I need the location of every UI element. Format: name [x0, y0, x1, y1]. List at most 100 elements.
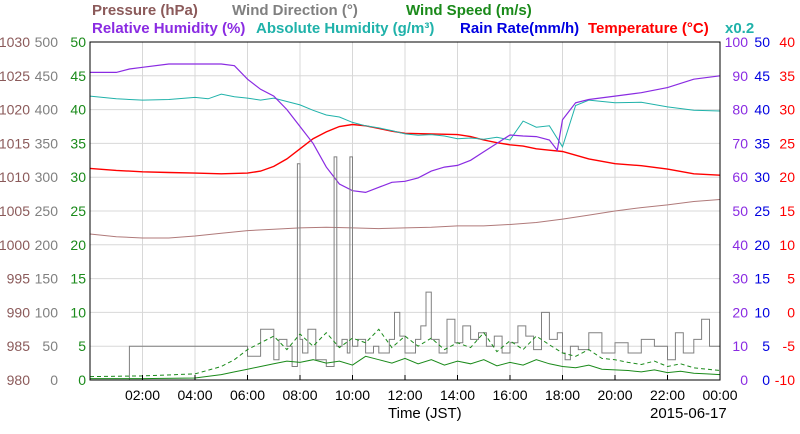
series-line-pressure	[89, 199, 721, 239]
y-tick-label-left: 250	[35, 203, 59, 219]
grid	[90, 41, 721, 381]
y-tick-label-left: 0	[50, 372, 58, 388]
y-tick-label-right: 45	[754, 68, 770, 84]
y-tick-label-left: 1005	[0, 203, 30, 219]
x-tick-label: 18:00	[545, 387, 580, 403]
y-tick-label-left: 1025	[0, 68, 30, 84]
series-line-wind_dir-step	[90, 156, 721, 381]
y-tick-label-right: 0	[740, 372, 748, 388]
y-tick-label-right: 50	[732, 203, 748, 219]
legend-rain-rate: Rain Rate(mm/h)	[460, 20, 579, 37]
y-tick-label-left: 980	[7, 372, 31, 388]
y-tick-label-right: 35	[754, 135, 770, 151]
y-tick-label-right: 15	[754, 271, 770, 287]
x-tick-label: 14:00	[440, 387, 475, 403]
y-tick-label-right: 5	[762, 338, 770, 354]
right-axis-ticks: 0 10 20 30 40 50 60 70 80 90 100 0 5 10 15 20 25 30 35 40 45…	[725, 34, 796, 388]
left-axis-ticks: 9809859909951000100510101015102010251030…	[0, 34, 86, 388]
x-tick-label: 08:00	[282, 387, 317, 403]
series-line-temp	[89, 93, 721, 148]
y-tick-label-right: 80	[732, 102, 748, 118]
x-axis-ticks: 02:00 04:00 06:00 08:00 10:00 12:00 14:00 16:00…	[125, 375, 738, 403]
y-tick-label-right: 40	[779, 34, 795, 50]
legend-scale-note: x0.2	[725, 20, 754, 37]
y-tick-label-right: 30	[732, 271, 748, 287]
y-tick-label-left: 10	[70, 304, 86, 320]
y-tick-label-right: 60	[732, 169, 748, 185]
y-tick-label-right: 20	[732, 304, 748, 320]
y-tick-label-left: 35	[70, 135, 86, 151]
series-line-rel_hum	[90, 63, 721, 194]
legend-wind-direction: Wind Direction (°)	[232, 2, 358, 19]
y-tick-label-right: 25	[779, 135, 795, 151]
legend-wind-speed: Wind Speed (m/s)	[406, 2, 532, 19]
y-tick-label-left: 50	[70, 34, 86, 50]
y-tick-label-left: 985	[7, 338, 31, 354]
y-tick-label-left: 990	[7, 304, 31, 320]
x-axis-label: Time (JST)	[388, 405, 462, 422]
y-tick-label-left: 5	[78, 338, 86, 354]
series-line-wind_speed-dashed	[89, 328, 721, 378]
y-tick-label-right: 50	[754, 34, 770, 50]
x-tick-label: 10:00	[335, 387, 370, 403]
legend-relative-humidity: Relative Humidity (%)	[92, 20, 245, 37]
y-tick-label-left: 1030	[0, 34, 30, 50]
y-tick-label-right: 35	[779, 68, 795, 84]
x-tick-label: 16:00	[492, 387, 527, 403]
y-tick-label-right: 100	[725, 34, 749, 50]
y-tick-label-right: 90	[732, 68, 748, 84]
x-tick-label: 00:00	[702, 387, 737, 403]
x-tick-label: 22:00	[650, 387, 685, 403]
y-tick-label-left: 500	[35, 34, 59, 50]
series-line-wind_speed	[90, 355, 721, 380]
y-tick-label-left: 995	[7, 271, 31, 287]
x-tick-label: 12:00	[387, 387, 422, 403]
x-tick-label: 02:00	[125, 387, 160, 403]
series-line-temp	[89, 123, 721, 176]
legend-row-1: Pressure (hPa) Wind Direction (°) Wind S…	[92, 2, 532, 19]
y-tick-label-right: 25	[754, 203, 770, 219]
y-tick-label-left: 1015	[0, 135, 30, 151]
y-tick-label-right: 40	[732, 237, 748, 253]
date-label: 2015-06-17	[650, 405, 727, 422]
y-tick-label-right: 30	[754, 169, 770, 185]
y-tick-label-left: 300	[35, 169, 59, 185]
y-tick-label-left: 200	[35, 237, 59, 253]
x-tick-label: 06:00	[230, 387, 265, 403]
y-tick-label-right: 20	[754, 237, 770, 253]
y-tick-label-left: 0	[78, 372, 86, 388]
y-tick-label-left: 350	[35, 135, 59, 151]
y-tick-label-left: 50	[42, 338, 58, 354]
y-tick-label-left: 400	[35, 102, 59, 118]
y-tick-label-right: 0	[787, 304, 795, 320]
legend-temperature: Temperature (°C)	[588, 20, 709, 37]
y-tick-label-left: 1020	[0, 102, 30, 118]
y-tick-label-right: 10	[754, 304, 770, 320]
x-tick-label: 20:00	[597, 387, 632, 403]
y-tick-label-right: 10	[732, 338, 748, 354]
y-tick-label-left: 15	[70, 271, 86, 287]
legend-absolute-humidity: Absolute Humidity (g/m³)	[256, 20, 434, 37]
y-tick-label-right: 70	[732, 135, 748, 151]
y-tick-label-right: -10	[775, 372, 795, 388]
y-tick-label-left: 45	[70, 68, 86, 84]
y-tick-label-right: 40	[754, 102, 770, 118]
y-tick-label-left: 450	[35, 68, 59, 84]
y-tick-label-left: 40	[70, 102, 86, 118]
y-tick-label-left: 150	[35, 271, 59, 287]
legend-pressure: Pressure (hPa)	[92, 2, 198, 19]
y-tick-label-left: 25	[70, 203, 86, 219]
y-tick-label-left: 1000	[0, 237, 30, 253]
y-tick-label-left: 100	[35, 304, 59, 320]
y-tick-label-right: 5	[787, 271, 795, 287]
y-tick-label-right: 10	[779, 237, 795, 253]
y-tick-label-right: 30	[779, 102, 795, 118]
x-tick-label: 04:00	[177, 387, 212, 403]
legend-row-2: Relative Humidity (%) Absolute Humidity …	[92, 20, 754, 37]
plot-frame	[89, 41, 721, 381]
y-tick-label-right: 15	[779, 203, 795, 219]
y-tick-label-left: 20	[70, 237, 86, 253]
y-tick-label-left: 1010	[0, 169, 30, 185]
y-tick-label-left: 30	[70, 169, 86, 185]
